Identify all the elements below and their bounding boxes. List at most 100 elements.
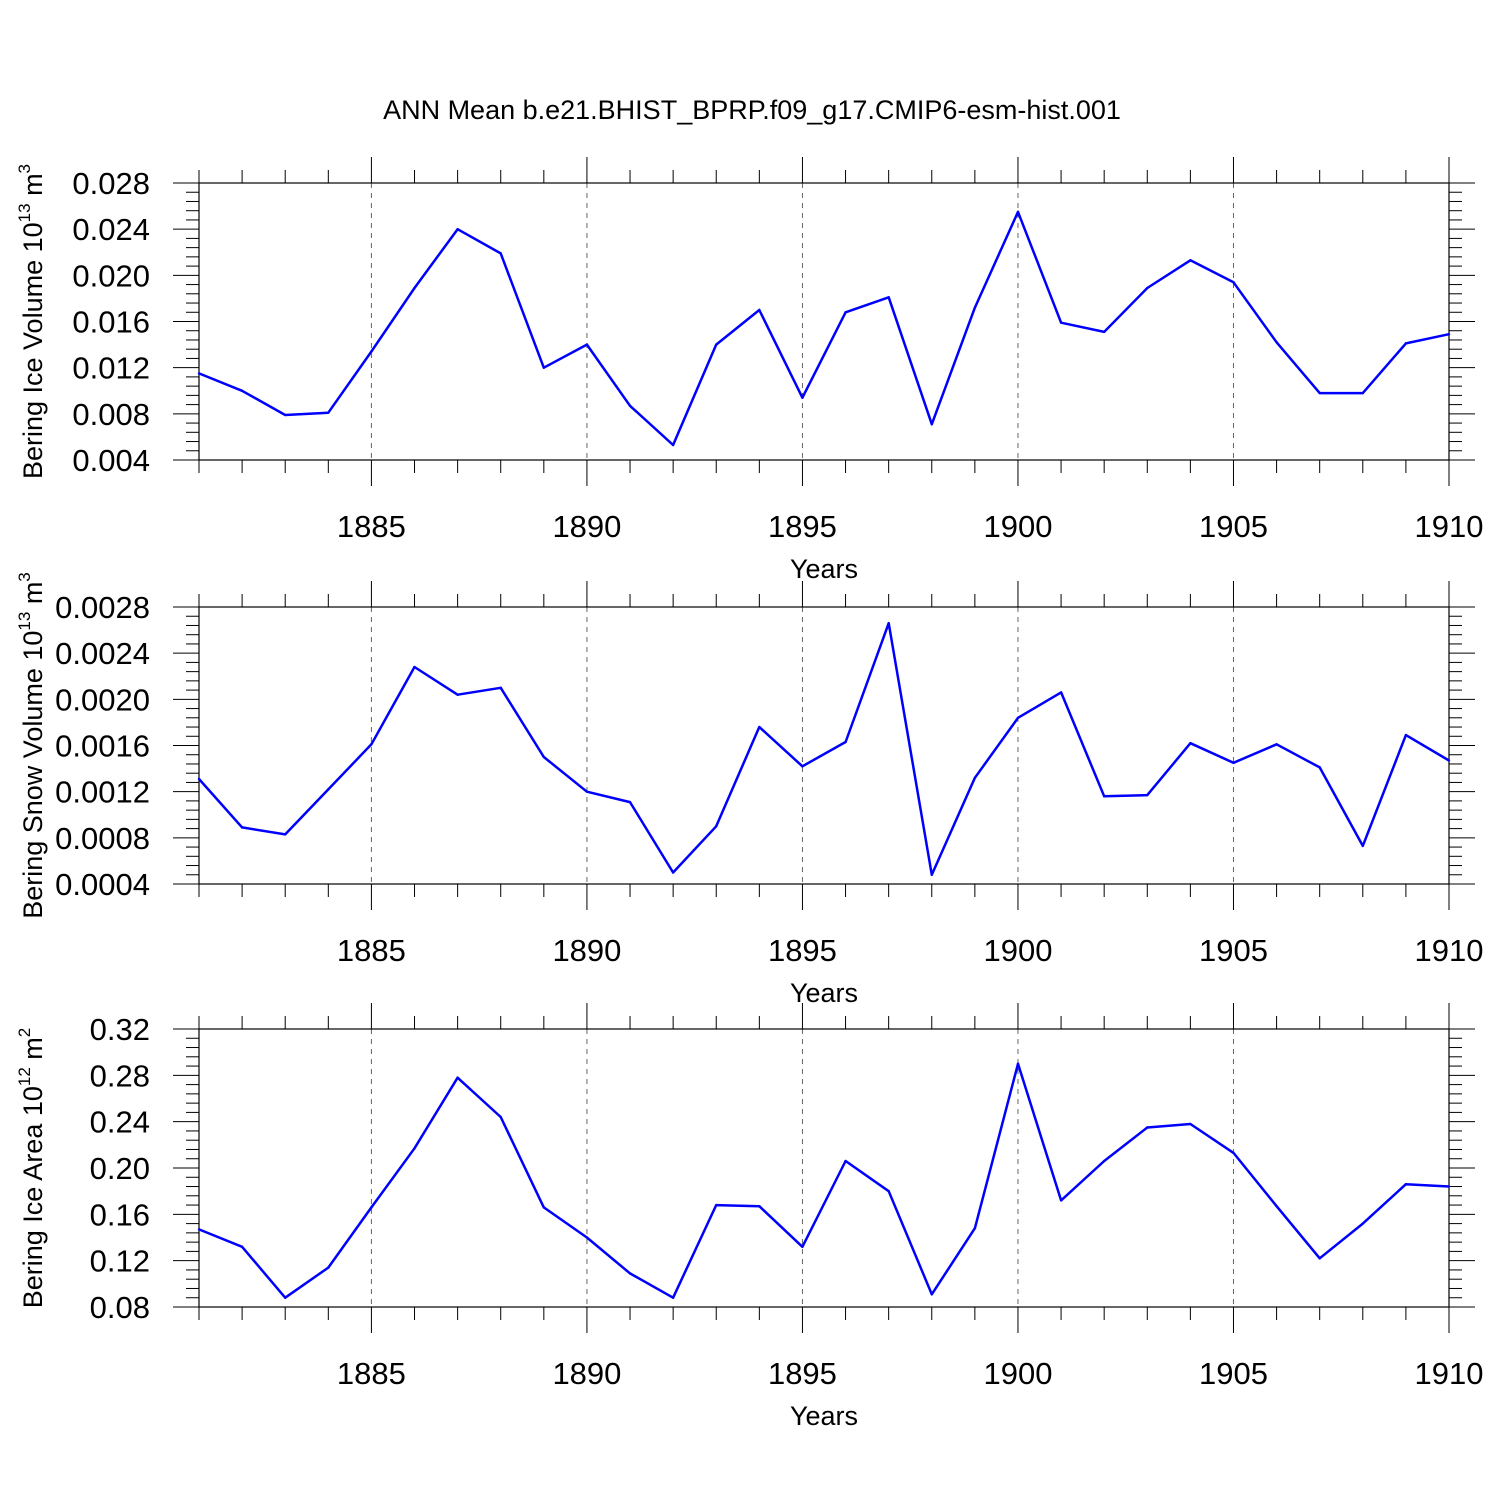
data-point <box>284 833 287 836</box>
data-point <box>1059 1199 1063 1202</box>
data-point <box>671 443 675 447</box>
data-point <box>284 413 287 417</box>
data-point <box>499 686 502 689</box>
data-point <box>1146 793 1149 797</box>
data-point <box>1275 743 1278 746</box>
x-tick-label: 1895 <box>768 933 837 968</box>
data-point <box>801 396 804 399</box>
data-point <box>758 308 761 312</box>
y-tick-label: 0.08 <box>90 1290 150 1325</box>
plot-frame <box>198 606 1450 885</box>
data-point <box>370 350 373 353</box>
y-tick-label: 0.24 <box>90 1105 150 1140</box>
data-point <box>1016 716 1020 719</box>
panel-2: 0.0004 0.0008 0.0012 0.0016 0.0020 0.0024 0.00… <box>15 572 1483 1008</box>
data-point <box>1275 1205 1278 1208</box>
data-point <box>930 873 933 876</box>
y-tick-label: 0.020 <box>72 258 150 293</box>
y-tick-label: 0.016 <box>72 305 150 340</box>
data-point <box>585 790 589 793</box>
x-tick-label: 1905 <box>1199 933 1268 968</box>
x-tick-label: 1885 <box>337 1356 406 1391</box>
y-tick-label: 0.0020 <box>55 682 150 717</box>
y-tick-label: 0.32 <box>90 1012 150 1047</box>
data-point <box>1404 342 1408 345</box>
data-point <box>240 1245 244 1248</box>
data-point <box>1232 761 1235 765</box>
series-line <box>198 210 1450 447</box>
data-point <box>844 740 847 744</box>
data-point <box>844 311 847 314</box>
y-tick-label: 0.008 <box>72 397 150 432</box>
data-point <box>1447 332 1451 336</box>
data-point <box>585 343 589 346</box>
data-point <box>671 871 675 874</box>
data-point <box>197 777 201 781</box>
series-line <box>198 1062 1450 1299</box>
data-point <box>715 1203 718 1207</box>
data-point <box>1404 733 1408 737</box>
x-tick-label: 1895 <box>768 509 837 544</box>
data-point <box>1189 1122 1192 1126</box>
y-tick-label: 0.024 <box>72 212 150 247</box>
data-point <box>758 1205 761 1208</box>
data-point <box>499 252 502 255</box>
data-point <box>1318 391 1321 395</box>
x-tick-label: 1905 <box>1199 1356 1268 1391</box>
data-point <box>197 372 201 375</box>
data-point <box>801 765 804 768</box>
data-point <box>240 826 244 829</box>
x-axis-label: Years <box>790 554 858 584</box>
data-point <box>1189 741 1192 745</box>
data-point <box>758 725 761 729</box>
data-point <box>1361 391 1364 395</box>
data-point <box>715 343 718 346</box>
y-tick-label: 0.0012 <box>55 775 150 810</box>
data-point <box>1059 321 1063 324</box>
y-tick-label: 0.028 <box>72 166 150 201</box>
data-point <box>197 1228 201 1231</box>
data-point <box>628 1272 632 1275</box>
y-tick-label: 0.0004 <box>55 867 150 902</box>
x-axis-label: Years <box>790 978 858 1008</box>
x-tick-label: 1895 <box>768 1356 837 1391</box>
y-axis-label: Bering Ice Volume 1013 m3 <box>15 164 48 479</box>
chart-title: ANN Mean b.e21.BHIST_BPRP.f09_g17.CMIP6-… <box>383 95 1121 125</box>
data-point <box>628 404 632 407</box>
data-point <box>413 286 416 290</box>
data-point <box>1059 691 1063 694</box>
data-point <box>456 693 459 696</box>
y-tick-label: 0.012 <box>72 351 150 386</box>
data-point <box>887 1189 890 1193</box>
x-tick-label: 1900 <box>983 509 1052 544</box>
x-tick-label: 1890 <box>552 1356 621 1391</box>
data-point <box>1318 766 1321 769</box>
data-point <box>456 227 459 231</box>
x-tick-label: 1890 <box>552 933 621 968</box>
data-point <box>1404 1183 1408 1186</box>
data-point <box>240 389 244 392</box>
y-tick-label: 0.28 <box>90 1058 150 1093</box>
data-point <box>930 423 933 426</box>
data-point <box>1146 1126 1149 1129</box>
y-tick-label: 0.0008 <box>55 821 150 856</box>
data-point <box>1361 1222 1364 1225</box>
x-tick-label: 1910 <box>1415 509 1484 544</box>
x-axis-label: Years <box>790 1401 858 1431</box>
x-tick-label: 1885 <box>337 509 406 544</box>
data-point <box>1102 1159 1106 1163</box>
data-point <box>973 306 977 309</box>
data-point <box>456 1076 459 1079</box>
data-point <box>1275 341 1278 344</box>
y-tick-label: 0.0028 <box>55 590 150 625</box>
data-point <box>715 825 718 828</box>
data-point <box>1318 1257 1321 1260</box>
data-point <box>542 1206 546 1209</box>
data-point <box>671 1296 675 1299</box>
data-point <box>1146 286 1149 290</box>
data-point <box>327 1266 330 1269</box>
data-point <box>1189 259 1192 262</box>
plot-frame <box>198 1028 1450 1308</box>
data-point <box>628 800 632 804</box>
data-point <box>327 411 330 414</box>
